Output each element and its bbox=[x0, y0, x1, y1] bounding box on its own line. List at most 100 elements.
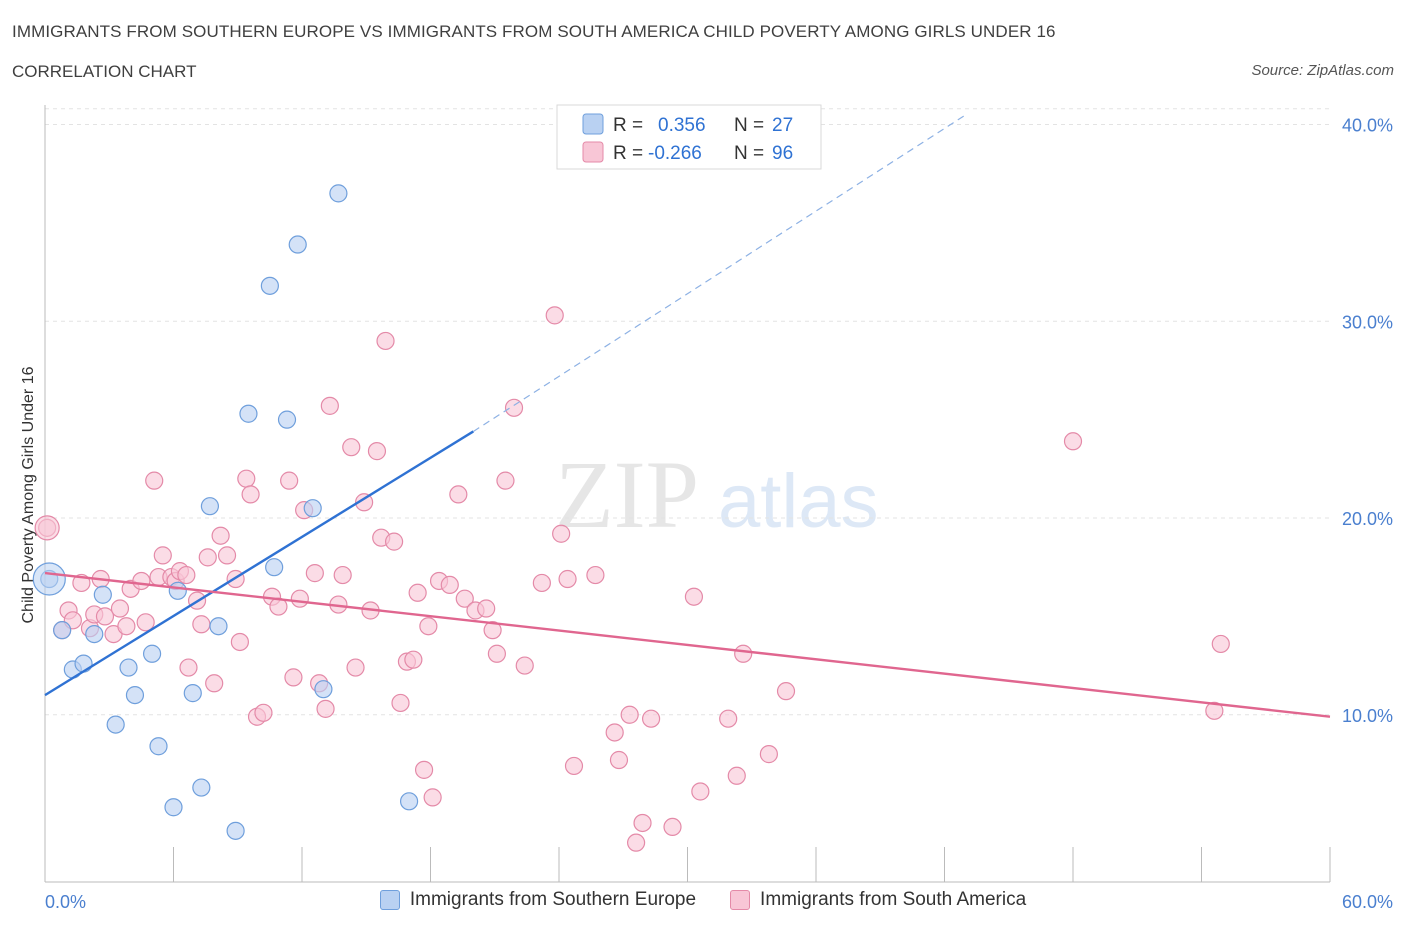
southern-europe-point-17 bbox=[226, 821, 245, 840]
y-tick-label-0: 10.0% bbox=[1342, 706, 1393, 726]
trend-line-south-america bbox=[44, 571, 1331, 718]
southern-europe-point-20 bbox=[265, 558, 284, 577]
south-america-point-81 bbox=[620, 705, 639, 724]
southern-europe-point-19 bbox=[260, 276, 279, 295]
south-america-point-87 bbox=[691, 782, 710, 801]
legend-item-southern-europe: Immigrants from Southern Europe bbox=[379, 889, 697, 911]
south-america-point-83 bbox=[633, 813, 652, 833]
south-america-point-77 bbox=[564, 756, 584, 776]
legend-n-label-2: N = bbox=[734, 143, 764, 164]
southern-europe-point-23 bbox=[303, 499, 322, 518]
south-america-point-92 bbox=[776, 682, 796, 701]
southern-europe-point-22 bbox=[288, 235, 307, 254]
trend-line-southern-europe bbox=[44, 430, 474, 697]
x-tick-label-1: 60.0% bbox=[1342, 892, 1393, 912]
south-america-point-68 bbox=[483, 621, 502, 640]
southern-europe-point-4 bbox=[85, 624, 104, 644]
south-america-point-17 bbox=[153, 546, 172, 565]
south-america-point-43 bbox=[316, 699, 335, 718]
watermark-zip: ZIP bbox=[555, 441, 699, 548]
southern-europe-point-26 bbox=[399, 792, 419, 811]
south-america-point-75 bbox=[552, 524, 571, 543]
south-america-point-54 bbox=[384, 532, 404, 551]
south-america-point-79 bbox=[605, 723, 624, 742]
legend-label-southern-europe: Immigrants from Southern Europe bbox=[409, 889, 697, 910]
legend-n-value-2: 96 bbox=[772, 143, 793, 164]
south-america-point-37 bbox=[280, 471, 299, 490]
south-america-point-15 bbox=[145, 471, 164, 490]
trend-line-southern-europe-extension bbox=[473, 114, 967, 432]
trend-lines bbox=[44, 114, 1331, 718]
south-america-point-85 bbox=[663, 817, 682, 837]
x-tick-labels: 0.0% 60.0% bbox=[45, 892, 1393, 912]
south-america-point-51 bbox=[367, 442, 387, 461]
watermark: ZIP atlas bbox=[555, 441, 879, 548]
southern-europe-point-7 bbox=[119, 658, 138, 677]
y-tick-label-1: 20.0% bbox=[1342, 509, 1393, 529]
southern-europe-point-9 bbox=[142, 644, 162, 663]
south-america-point-82 bbox=[626, 833, 646, 852]
south-america-point-large bbox=[34, 515, 60, 541]
south-america-point-72 bbox=[515, 656, 534, 675]
south-america-point-78 bbox=[586, 565, 605, 585]
south-america-point-46 bbox=[333, 565, 352, 585]
southern-europe-point-6 bbox=[106, 715, 125, 734]
source-credit: Source: ZipAtlas.com bbox=[1251, 62, 1394, 79]
south-america-point-8 bbox=[95, 607, 115, 626]
legend-swatch-blue bbox=[582, 113, 604, 135]
series-south-america-points bbox=[34, 306, 1230, 852]
chart-subtitle: CORRELATION CHART bbox=[12, 62, 197, 81]
legend-swatch-pink bbox=[582, 141, 604, 163]
south-america-point-13 bbox=[132, 571, 151, 591]
y-axis-label: Child Poverty Among Girls Under 16 bbox=[20, 366, 37, 623]
southern-europe-point-13 bbox=[183, 684, 202, 703]
south-america-point-30 bbox=[230, 632, 249, 652]
south-america-point-65 bbox=[455, 589, 474, 608]
y-tick-label-2: 30.0% bbox=[1342, 312, 1393, 332]
southern-europe-point-15 bbox=[200, 497, 220, 516]
legend-n-value-1: 27 bbox=[772, 115, 793, 136]
southern-europe-point-25 bbox=[329, 184, 348, 203]
southern-europe-point-10 bbox=[149, 737, 168, 756]
south-america-point-27 bbox=[211, 526, 230, 545]
south-america-point-14 bbox=[136, 613, 155, 632]
south-america-point-69 bbox=[487, 644, 506, 663]
y-tick-labels: 10.0% 20.0% 30.0% 40.0% bbox=[1342, 116, 1393, 726]
south-america-point-70 bbox=[496, 471, 515, 490]
legend-swatch-southern-europe bbox=[379, 890, 400, 910]
southern-europe-point-21 bbox=[277, 410, 297, 429]
south-america-point-38 bbox=[284, 668, 303, 687]
southern-europe-point-large bbox=[32, 562, 66, 596]
south-america-point-58 bbox=[408, 583, 427, 602]
legend-swatch-south-america bbox=[730, 890, 751, 910]
south-america-point-34 bbox=[254, 703, 273, 722]
south-america-point-25 bbox=[198, 548, 217, 567]
south-america-point-22 bbox=[179, 658, 198, 677]
south-america-point-59 bbox=[414, 760, 434, 779]
south-america-point-31 bbox=[237, 469, 256, 488]
watermark-atlas: atlas bbox=[718, 459, 879, 544]
southern-europe-point-16 bbox=[209, 617, 228, 636]
south-america-point-53 bbox=[376, 331, 395, 351]
south-america-point-10 bbox=[110, 599, 130, 618]
south-america-point-73 bbox=[532, 573, 551, 593]
stats-legend: R = 0.356 N = 27 R = -0.266 N = 96 bbox=[556, 104, 822, 170]
south-america-point-55 bbox=[391, 693, 410, 713]
legend-r-label-2: R = bbox=[613, 143, 643, 164]
south-america-point-47 bbox=[342, 438, 361, 457]
south-america-point-28 bbox=[217, 546, 237, 565]
south-america-point-32 bbox=[241, 485, 260, 504]
y-tick-label-3: 40.0% bbox=[1342, 116, 1393, 136]
south-america-point-11 bbox=[117, 617, 136, 636]
south-america-point-91 bbox=[759, 745, 778, 764]
south-america-point-80 bbox=[609, 750, 629, 770]
axes bbox=[44, 105, 1331, 883]
south-america-point-44 bbox=[320, 396, 339, 415]
south-america-point-89 bbox=[727, 766, 746, 785]
south-america-point-76 bbox=[558, 569, 577, 589]
southern-europe-point-3 bbox=[74, 654, 93, 673]
south-america-point-39 bbox=[290, 589, 309, 608]
southern-europe-point-18 bbox=[239, 404, 258, 423]
south-america-point-95 bbox=[1211, 634, 1230, 654]
